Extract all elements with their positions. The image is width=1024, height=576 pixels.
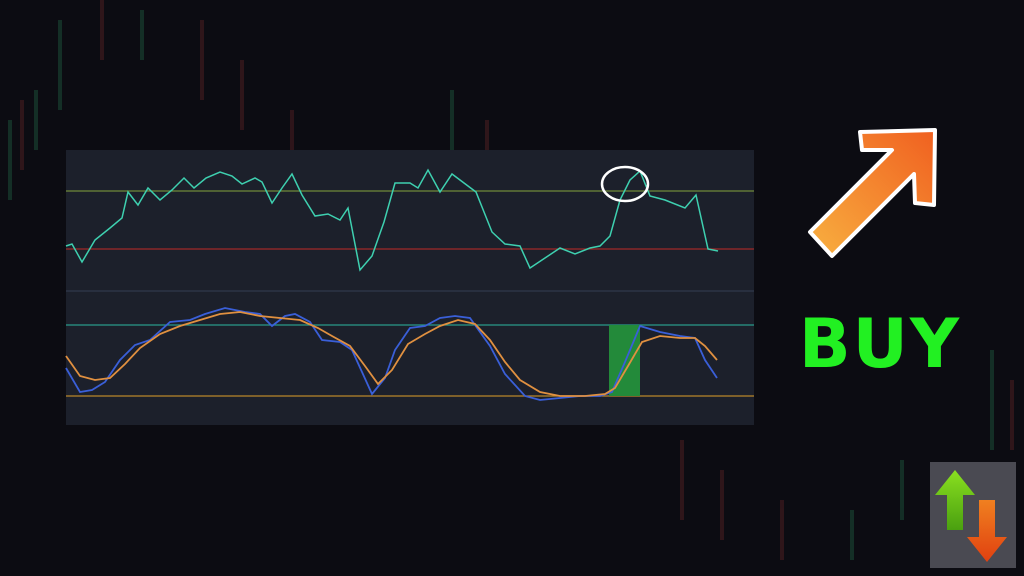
- candle: [1010, 380, 1014, 450]
- stoch-k-line: [65, 307, 718, 401]
- candle: [780, 500, 784, 560]
- candle: [450, 90, 454, 150]
- logo-down-arrow: [967, 500, 1007, 562]
- candle: [140, 10, 144, 60]
- rsi-line: [65, 168, 719, 272]
- buy-label: BUY: [799, 305, 961, 384]
- candle: [720, 470, 724, 540]
- background-candles: [8, 0, 1014, 560]
- candle: [485, 120, 489, 150]
- candle: [240, 60, 244, 130]
- candle: [900, 460, 904, 520]
- candle: [850, 510, 854, 560]
- candle: [20, 100, 24, 170]
- up-arrow: [808, 128, 937, 258]
- candle: [290, 110, 294, 150]
- candle: [100, 0, 104, 60]
- candle: [200, 20, 204, 100]
- logo-up-arrow: [935, 470, 975, 530]
- highlight-circle: [600, 165, 650, 203]
- candle: [8, 120, 12, 200]
- stoch-d-line: [65, 311, 718, 397]
- candle: [34, 90, 38, 150]
- candle: [58, 20, 62, 110]
- candle: [990, 350, 994, 450]
- candle: [680, 440, 684, 520]
- logo-box: [930, 462, 1016, 568]
